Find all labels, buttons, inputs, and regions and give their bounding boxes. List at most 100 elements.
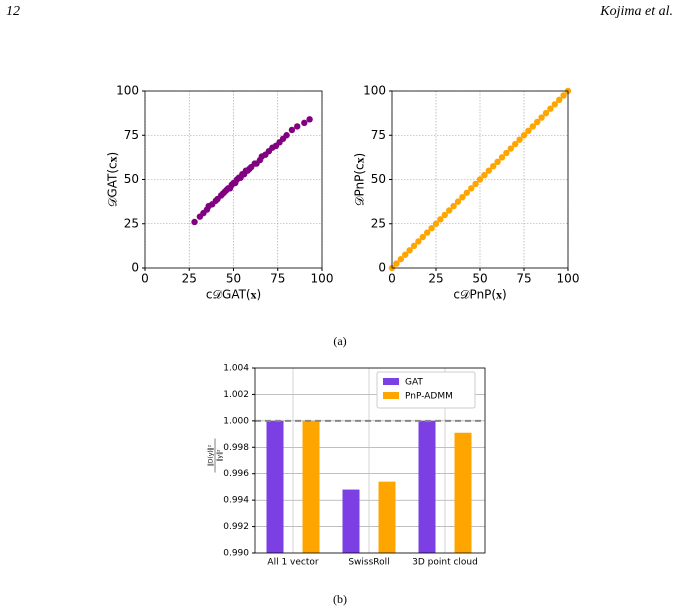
point	[301, 119, 308, 127]
legend-label: PnP-ADMM	[405, 392, 453, 402]
y-tick-label: 75	[124, 128, 139, 142]
y-tick-label: 75	[371, 128, 386, 142]
bar	[342, 489, 360, 553]
plot-frame	[144, 90, 323, 269]
x-tick-label: 50	[226, 272, 241, 286]
point	[437, 216, 444, 223]
bar	[454, 432, 472, 553]
y-tick-label: 1.004	[223, 364, 249, 374]
x-tick-label: 100	[557, 272, 580, 286]
legend-swatch	[383, 392, 399, 399]
y-tick-label: 50	[124, 172, 139, 186]
y-tick-label: 100	[363, 84, 386, 98]
point	[547, 105, 554, 112]
point	[428, 224, 435, 232]
point	[294, 123, 301, 130]
x-tick-label: 25	[182, 272, 197, 286]
point	[490, 163, 497, 170]
x-axis-label: c𝒟GAT(𝐱)	[206, 288, 261, 302]
point	[415, 238, 422, 245]
y-tick-label: 0	[131, 261, 139, 275]
point	[410, 242, 418, 250]
y-tick-label: 0.996	[223, 469, 249, 479]
x-axis-label: c𝒟PnP(𝐱)	[453, 288, 506, 302]
point	[424, 229, 431, 236]
x-tick-label: 25	[428, 272, 443, 286]
point	[419, 233, 426, 241]
point	[542, 109, 550, 117]
point	[191, 218, 198, 226]
point	[306, 116, 313, 123]
x-tick-label: 75	[270, 272, 285, 286]
point	[446, 207, 453, 214]
x-tick-label: 75	[516, 272, 531, 286]
y-tick-label: 100	[116, 84, 139, 98]
point	[441, 211, 448, 219]
point	[481, 171, 488, 179]
point	[520, 132, 528, 139]
y-tick-label: 0.994	[223, 496, 249, 506]
point	[551, 101, 558, 108]
x-tick-label: 3D point cloud	[412, 558, 478, 568]
y-axis-label: ‖y‖²	[217, 449, 224, 462]
point	[525, 127, 532, 135]
point	[283, 132, 290, 139]
y-tick-label: 0.990	[223, 549, 249, 559]
caption: (b)	[333, 592, 347, 606]
point	[494, 158, 501, 165]
point	[516, 136, 523, 143]
bar	[378, 481, 396, 553]
x-tick-label: 100	[311, 272, 334, 286]
point	[503, 149, 510, 157]
y-tick-label: 0	[378, 261, 386, 275]
y-tick-label: 25	[124, 216, 139, 230]
x-tick-label: 0	[388, 272, 396, 286]
point	[560, 92, 567, 99]
point	[406, 247, 413, 254]
point	[507, 145, 514, 152]
y-tick-label: 50	[371, 172, 386, 186]
y-tick-label: 1.002	[223, 390, 249, 400]
point	[529, 123, 536, 130]
y-tick-label: 25	[371, 216, 386, 230]
bar	[418, 420, 436, 553]
point	[498, 154, 506, 161]
point	[288, 126, 296, 134]
point	[468, 185, 475, 192]
y-axis-label: ‖D(y)‖²	[208, 444, 215, 466]
authors: Kojima et al.	[599, 4, 673, 19]
point	[476, 176, 484, 183]
y-tick-label: 1.000	[223, 416, 249, 426]
plot-frame	[254, 367, 486, 554]
y-axis-label: 𝒟GAT(c𝐱)	[106, 152, 120, 207]
point	[463, 189, 470, 196]
x-tick-label: All 1 vector	[267, 558, 318, 568]
point	[512, 140, 519, 148]
point	[450, 202, 457, 210]
y-tick-label: 0.998	[223, 443, 249, 453]
legend-label: GAT	[405, 378, 423, 388]
y-axis-label: 𝒟PnP(c𝐱)	[353, 153, 367, 206]
x-tick-label: 50	[472, 272, 487, 286]
point	[402, 251, 409, 258]
legend-swatch	[383, 378, 399, 385]
point	[393, 260, 400, 267]
point	[454, 198, 462, 205]
point	[534, 118, 541, 126]
point	[432, 220, 440, 227]
plot-frame	[391, 90, 569, 269]
page-number: 12	[6, 4, 20, 19]
x-tick-label: 0	[141, 272, 149, 286]
point	[472, 180, 479, 188]
point	[397, 255, 404, 263]
x-tick-label: SwissRoll	[348, 558, 389, 568]
point	[556, 96, 563, 104]
y-tick-label: 0.992	[223, 522, 249, 532]
bar	[302, 420, 320, 553]
bar	[266, 420, 284, 553]
point	[538, 114, 545, 121]
point	[485, 167, 492, 174]
legend-box	[376, 371, 476, 409]
caption: (a)	[333, 334, 346, 348]
